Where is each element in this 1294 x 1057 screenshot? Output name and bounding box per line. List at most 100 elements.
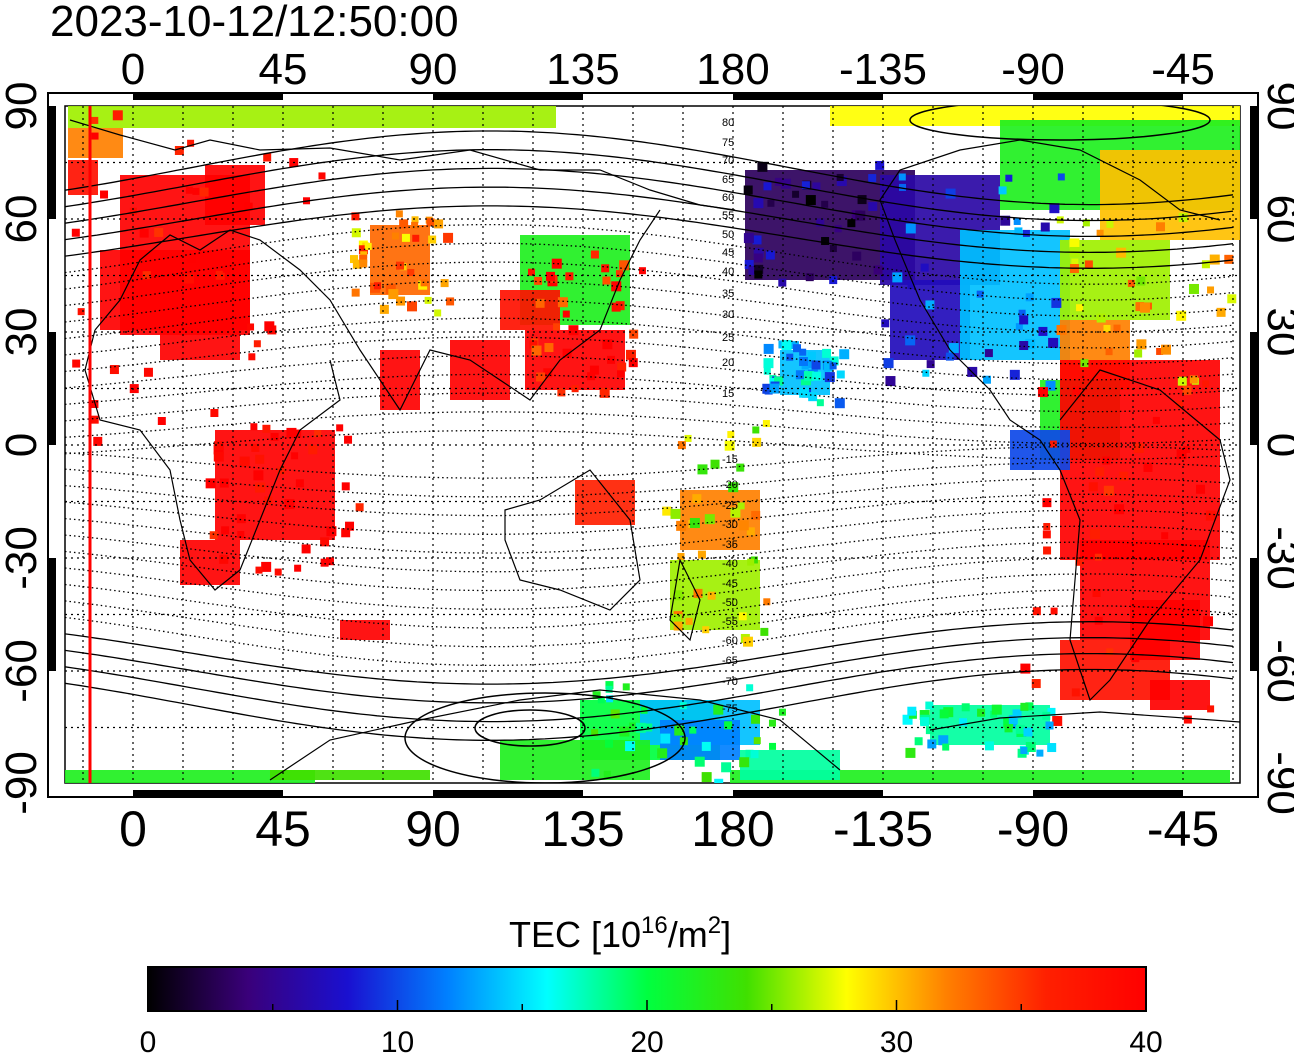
tec-pixel — [277, 466, 286, 475]
tec-pixel — [792, 190, 800, 198]
tec-patch — [68, 160, 98, 195]
tec-pixel — [1207, 286, 1215, 294]
tec-pixel — [1048, 337, 1059, 348]
tec-pixel — [881, 319, 890, 328]
tec-pixel — [187, 139, 195, 147]
tec-pixel — [551, 258, 562, 269]
tec-pixel — [855, 210, 866, 221]
tec-pixel — [905, 335, 916, 346]
lon-label-bottom: 180 — [691, 801, 774, 857]
tec-pixel — [660, 733, 671, 744]
tec-pixel — [239, 456, 250, 467]
lon-label-bottom: 135 — [541, 801, 624, 857]
tec-pixel — [616, 370, 624, 378]
lat-label-left: -60 — [0, 639, 46, 703]
tec-pixel — [248, 353, 256, 361]
tec-pixel — [529, 340, 538, 349]
tec-pixel — [301, 544, 311, 554]
tec-pixel — [1036, 749, 1044, 757]
tec-pixel — [264, 321, 275, 332]
tec-pixel — [1160, 344, 1171, 355]
frame-bar — [433, 93, 583, 100]
tec-patch — [450, 340, 510, 400]
tec-pixel — [1134, 349, 1143, 358]
tec-pixel — [744, 259, 754, 269]
tec-pixel — [977, 708, 986, 717]
tec-pixel — [1003, 717, 1014, 728]
tec-pixel — [219, 554, 229, 564]
tec-pixel — [746, 527, 755, 536]
tec-pixel — [1082, 219, 1090, 227]
tec-pixel — [221, 526, 230, 535]
tec-pixel — [902, 714, 913, 725]
tec-pixel — [294, 564, 302, 572]
tec-pixel — [591, 729, 599, 737]
tec-pixel — [364, 242, 372, 250]
tec-pixel — [247, 323, 255, 331]
tec-pixel — [1105, 348, 1113, 356]
tec-pixel — [205, 478, 216, 489]
coastline — [669, 558, 701, 642]
lon-label-top: -45 — [1151, 45, 1215, 94]
magnetic-latitude-contours — [65, 106, 1234, 783]
tec-pixel — [998, 186, 1007, 195]
tec-pixel — [629, 329, 639, 339]
tec-pixel — [352, 259, 362, 269]
magnetic-latitude-contour — [65, 298, 1234, 349]
lat-label-right: 30 — [1258, 308, 1294, 357]
tec-pixel — [714, 778, 724, 783]
tec-pixel — [747, 558, 755, 566]
tec-pixel — [926, 360, 935, 369]
tec-pixel — [752, 426, 760, 434]
tec-pixel — [907, 706, 917, 716]
tec-pixel — [1090, 529, 1101, 540]
tec-pixel — [350, 255, 359, 264]
magnetic-latitude-labels: 80 75 70 65 60 55 50 45 40 35 30 25 20 15 -15 -20 -25 -30… — [722, 117, 738, 715]
magnetic-latitude-label: 75 — [722, 137, 734, 149]
tec-pixel — [1183, 445, 1191, 453]
tec-pixel — [72, 359, 81, 368]
tec-pixel — [336, 424, 344, 432]
tec-pixel — [1175, 400, 1183, 408]
tec-pixel — [557, 297, 568, 308]
tec-pixel — [544, 343, 554, 353]
tec-pixel — [739, 757, 750, 768]
tec-pixel — [1069, 238, 1080, 249]
tec-pixel — [255, 566, 263, 574]
tec-pixel — [839, 349, 850, 360]
frame-bar — [733, 93, 883, 100]
tec-pixel — [905, 223, 916, 234]
tec-pixel — [253, 470, 264, 481]
tec-pixel — [1114, 504, 1125, 515]
tec-pixel — [760, 627, 769, 636]
tec-pixel — [883, 358, 894, 369]
tec-pixel — [821, 237, 830, 246]
tec-pixel — [673, 590, 684, 601]
tec-pixel — [685, 617, 693, 625]
lon-label-top: -90 — [1001, 45, 1065, 94]
tec-pixel — [320, 537, 330, 547]
tec-pixel — [237, 530, 245, 538]
tec-pixel — [143, 367, 153, 377]
tec-pixel — [591, 768, 600, 777]
tec-pixel — [781, 340, 792, 351]
tec-pixel — [693, 588, 703, 598]
tec-pixel — [1042, 498, 1052, 508]
tec-pixel — [925, 300, 935, 310]
tec-pixel — [1037, 387, 1048, 398]
tec-pixel — [816, 218, 825, 227]
tec-patch — [380, 350, 420, 410]
tec-pixel — [531, 345, 542, 356]
tec-pixel — [763, 182, 772, 191]
tec-pixel — [763, 598, 771, 606]
lon-label-bottom: 45 — [255, 801, 311, 857]
tec-pixel — [898, 173, 906, 181]
tec-pixel — [536, 372, 546, 382]
frame-bar — [48, 332, 56, 445]
tec-pixel — [786, 353, 794, 361]
tec-pixel — [730, 507, 741, 518]
tec-pixel — [557, 388, 566, 397]
tec-pixel — [753, 198, 764, 209]
tec-pixel — [1095, 467, 1105, 477]
tec-pixel — [599, 387, 610, 398]
